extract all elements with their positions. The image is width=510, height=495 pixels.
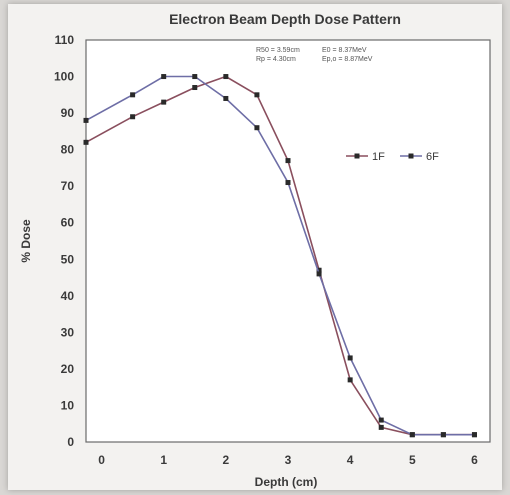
x-axis-label: Depth (cm): [255, 475, 318, 489]
x-tick-label: 5: [409, 453, 416, 467]
y-tick-label: 20: [61, 362, 75, 376]
legend-marker-6F: [408, 153, 414, 159]
annotation-r50: R50 = 3.59cm: [256, 47, 300, 54]
y-tick-label: 90: [61, 106, 75, 120]
data-point-6F: [471, 432, 477, 438]
x-tick-label: 6: [471, 453, 478, 467]
legend-label-6F: 6F: [426, 151, 439, 163]
y-tick-label: 60: [61, 216, 75, 230]
x-tick-label: 0: [98, 453, 105, 467]
data-point-6F: [378, 417, 384, 423]
x-tick-label: 1: [160, 453, 167, 467]
y-tick-label: 0: [67, 435, 74, 449]
chart-title: Electron Beam Depth Dose Pattern: [169, 11, 401, 27]
data-point-1F: [130, 114, 136, 120]
y-tick-label: 70: [61, 179, 75, 193]
data-point-1F: [223, 74, 229, 80]
data-point-6F: [130, 92, 136, 98]
data-point-6F: [254, 125, 260, 131]
legend-label-1F: 1F: [372, 151, 385, 163]
y-tick-label: 110: [55, 33, 75, 47]
plot-area: [85, 39, 491, 443]
data-point-1F: [378, 424, 384, 430]
y-tick-label: 100: [54, 70, 74, 84]
data-point-6F: [83, 117, 89, 123]
data-point-6F: [192, 74, 198, 80]
data-point-6F: [409, 432, 415, 438]
y-tick-label: 50: [61, 252, 75, 266]
data-point-6F: [316, 271, 322, 277]
data-point-6F: [440, 432, 446, 438]
data-point-6F: [223, 95, 229, 101]
data-point-6F: [347, 355, 353, 361]
annotation-epo: Ep,o = 8.87MeV: [322, 56, 373, 63]
data-point-1F: [161, 99, 167, 105]
y-tick-label: 10: [61, 398, 75, 412]
x-tick-label: 4: [347, 453, 354, 467]
data-point-6F: [285, 180, 291, 186]
x-tick-label: 3: [285, 453, 292, 467]
depth-dose-chart: Electron Beam Depth Dose Pattern R50 = 3…: [19, 11, 491, 489]
chart-frame: Electron Beam Depth Dose Pattern R50 = 3…: [8, 4, 502, 490]
y-tick-label: 30: [61, 325, 75, 339]
annotation-e0: E0 = 8.37MeV: [322, 47, 367, 54]
y-tick-label: 80: [61, 143, 75, 157]
x-tick-label: 2: [223, 453, 230, 467]
data-point-1F: [83, 139, 89, 145]
legend-marker-1F: [354, 153, 360, 159]
annotation-rp: Rp = 4.30cm: [256, 56, 296, 63]
y-axis-label: % Dose: [19, 219, 33, 263]
data-point-1F: [254, 92, 260, 98]
data-point-1F: [285, 158, 291, 164]
data-point-1F: [347, 377, 353, 383]
y-tick-label: 40: [61, 289, 75, 303]
data-point-1F: [192, 85, 198, 91]
data-point-6F: [161, 74, 167, 80]
data-point-1F: [316, 267, 322, 273]
